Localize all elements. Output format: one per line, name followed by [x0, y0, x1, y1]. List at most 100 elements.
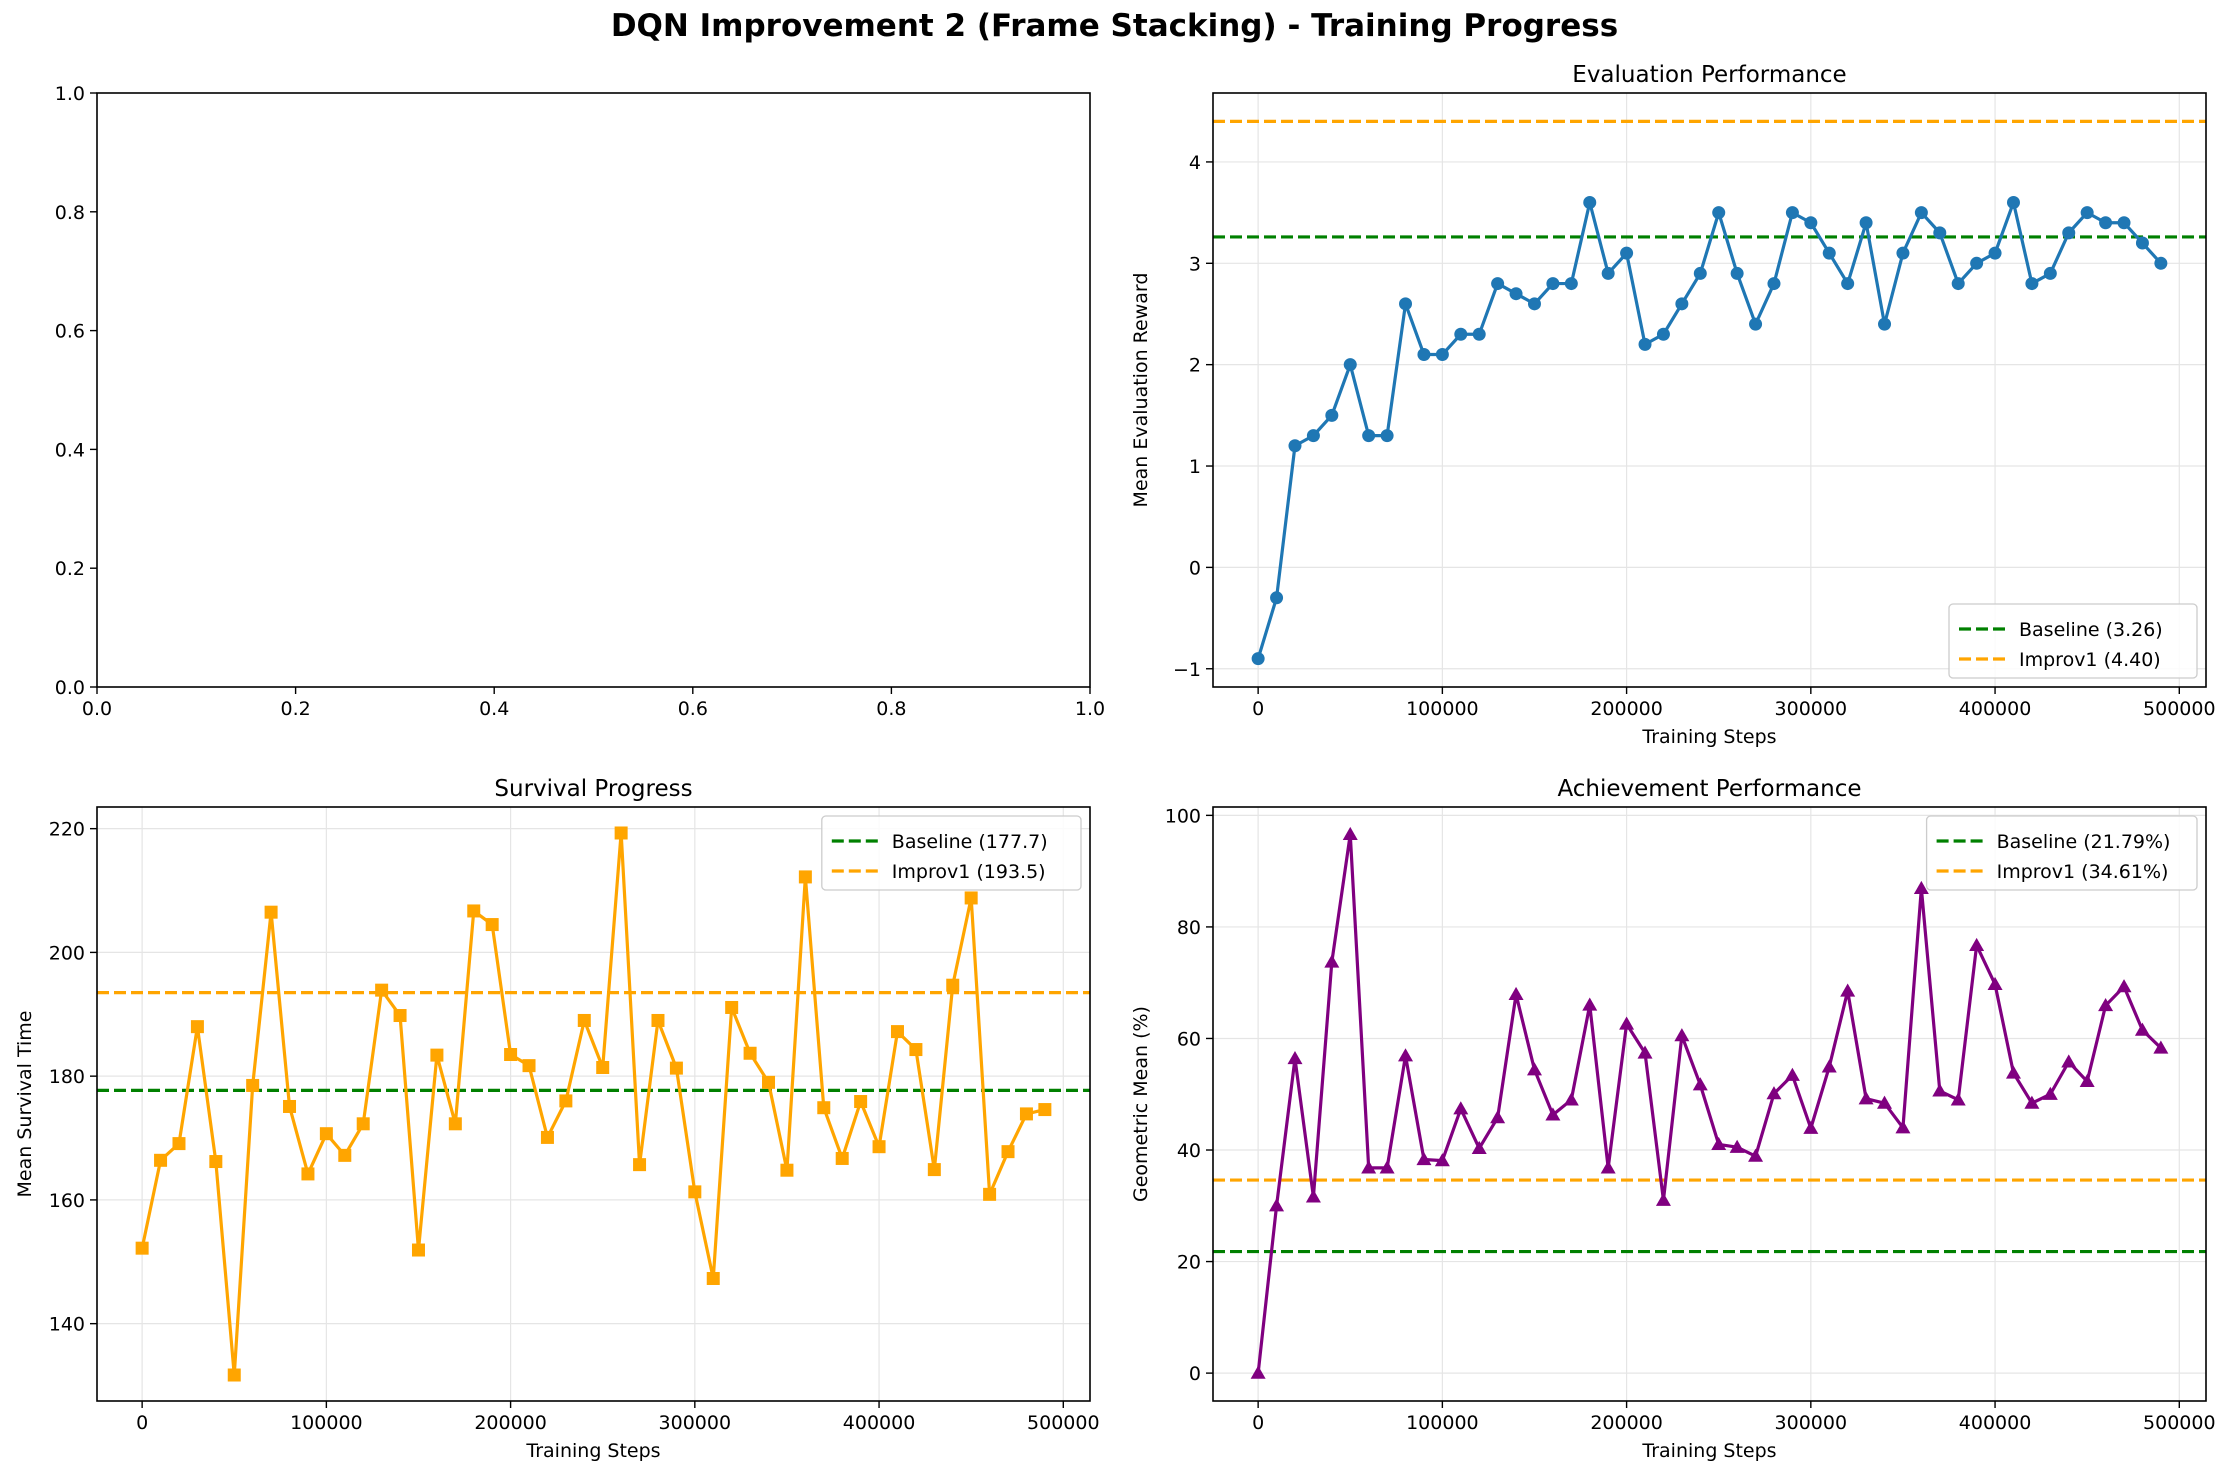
- data-point: [2116, 979, 2132, 993]
- plot-area: [1213, 119, 2206, 666]
- chart-panel-top-left: 0.0 0.2 0.4 0.6 0.8 1.0 0.0 0.2 0.4 0.6 0.8 1.0: [55, 83, 1105, 720]
- y-tick-label: 4: [1189, 152, 1201, 174]
- data-point: [1951, 277, 1965, 291]
- x-tick-label: 200000: [1590, 698, 1663, 720]
- data-point: [448, 1117, 462, 1131]
- y-tick-label: 40: [1177, 1140, 1201, 1162]
- data-point: [1454, 327, 1468, 341]
- data-point: [927, 1163, 941, 1177]
- data-point: [1619, 1016, 1635, 1030]
- data-point: [1784, 1067, 1800, 1081]
- chart-panel-bottom-right: 0 100000 200000 300000 400000 500000 0 20 40 60 80…: [1130, 776, 2216, 1462]
- data-point: [1692, 1077, 1708, 1091]
- data-point: [411, 1243, 425, 1257]
- x-tick-label: 0.2: [280, 698, 310, 720]
- data-point: [1970, 256, 1984, 270]
- data-point: [1324, 954, 1340, 968]
- data-point: [2080, 206, 2094, 220]
- axes-frame: [1212, 806, 2207, 1402]
- data-point: [1472, 327, 1486, 341]
- data-point: [1019, 1107, 1033, 1121]
- legend-box: [1948, 603, 2198, 679]
- data-point: [1583, 195, 1597, 209]
- data-point: [522, 1059, 536, 1073]
- data-point: [227, 1368, 241, 1382]
- data-point: [485, 918, 499, 932]
- axes-frame: [96, 806, 1091, 1402]
- data-point: [1933, 226, 1947, 240]
- legend-entry: Improv1 (34.61%): [1997, 861, 2169, 883]
- x-axis-label: Training Steps: [1641, 726, 1776, 748]
- y-tick-label: 1.0: [55, 83, 85, 105]
- data-point: [2061, 1054, 2077, 1068]
- legend: Baseline (177.7) Improv1 (193.5): [821, 815, 1082, 891]
- data-point: [1435, 348, 1449, 362]
- y-tick-label: 3: [1189, 253, 1201, 275]
- data-point: [2117, 216, 2131, 230]
- data-point: [2079, 1073, 2095, 1088]
- y-tick-label: 220: [49, 819, 85, 841]
- data-point: [2005, 1065, 2021, 1079]
- data-point: [1749, 317, 1763, 331]
- data-point: [1878, 317, 1892, 331]
- y-tick-label: 140: [49, 1314, 85, 1336]
- data-point: [909, 1043, 923, 1057]
- data-point: [780, 1163, 794, 1177]
- data-point: [1546, 277, 1560, 291]
- chart-title: Survival Progress: [494, 776, 692, 802]
- y-tick-label: 2: [1189, 355, 1201, 377]
- data-point: [798, 870, 812, 884]
- data-point: [1803, 1120, 1819, 1134]
- data-point: [190, 1020, 204, 1034]
- plot-area: [1213, 826, 2206, 1379]
- data-point: [706, 1271, 720, 1285]
- data-point: [209, 1155, 223, 1169]
- data-point: [890, 1025, 904, 1039]
- data-point: [1527, 297, 1541, 311]
- data-point: [1896, 246, 1910, 260]
- data-point: [725, 1000, 739, 1014]
- data-point: [2134, 1022, 2150, 1036]
- data-point: [2025, 277, 2039, 291]
- data-point: [264, 905, 278, 919]
- data-point: [1582, 997, 1598, 1011]
- data-point: [1416, 1151, 1432, 1166]
- y-tick-label: 0: [1189, 1363, 1201, 1385]
- data-point: [1453, 1101, 1469, 1115]
- data-point: [1526, 1062, 1542, 1076]
- y-tick-label: 1: [1189, 456, 1201, 478]
- data-point: [817, 1101, 831, 1115]
- data-point: [1471, 1140, 1487, 1154]
- x-tick-label: 500000: [2143, 1412, 2216, 1434]
- data-point: [246, 1078, 260, 1092]
- data-point: [633, 1158, 647, 1172]
- data-point: [1545, 1107, 1561, 1121]
- data-point: [946, 978, 960, 992]
- data-point: [1950, 1092, 1966, 1106]
- x-axis-label: Training Steps: [1641, 1440, 1776, 1462]
- data-point: [1564, 277, 1578, 291]
- plot-area: [97, 826, 1090, 1382]
- data-point: [1509, 287, 1523, 301]
- y-tick-label: 200: [49, 942, 85, 964]
- legend-entry: Improv1 (193.5): [892, 861, 1046, 883]
- x-axis-label: Training Steps: [525, 1440, 660, 1462]
- data-point: [1325, 408, 1339, 422]
- data-point: [1342, 826, 1358, 840]
- y-tick-label: 100: [1165, 805, 1201, 827]
- legend-entry: Baseline (21.79%): [1997, 831, 2171, 853]
- data-point: [2043, 266, 2057, 280]
- data-point: [835, 1151, 849, 1165]
- x-tick-label: 400000: [843, 1412, 916, 1434]
- data-point: [964, 891, 978, 905]
- data-point: [338, 1148, 352, 1162]
- data-point: [854, 1095, 868, 1109]
- data-point: [135, 1241, 149, 1255]
- data-point: [1859, 216, 1873, 230]
- y-tick-label: −1: [1173, 659, 1201, 681]
- data-point: [1841, 277, 1855, 291]
- data-point: [1877, 1095, 1893, 1109]
- data-point: [2135, 236, 2149, 250]
- data-point: [1712, 206, 1726, 220]
